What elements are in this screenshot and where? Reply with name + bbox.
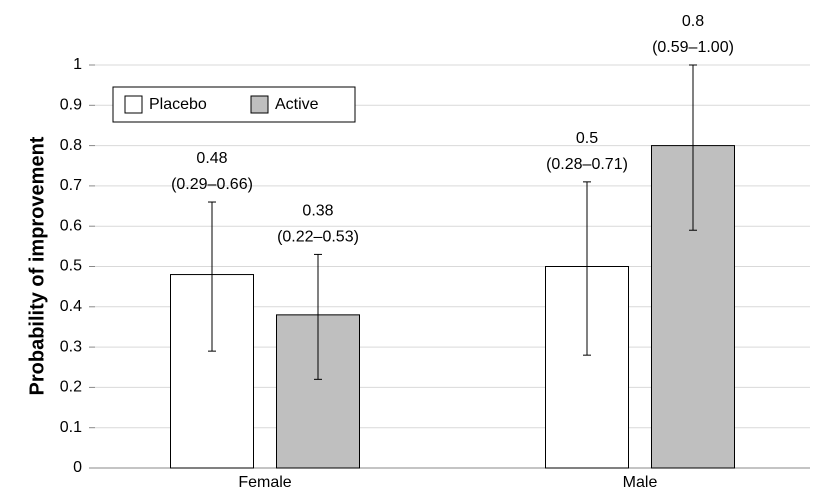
y-tick-label: 0.1 (60, 419, 82, 436)
y-tick-label: 0 (73, 459, 82, 476)
y-tick-label: 0.2 (60, 379, 82, 396)
y-tick-label: 0.4 (60, 298, 82, 315)
y-tick-label: 0.8 (60, 137, 82, 154)
x-tick-label: Male (623, 474, 658, 491)
y-tick-label: 0.6 (60, 217, 82, 234)
legend-swatch (124, 95, 143, 114)
y-tick-label: 0.3 (60, 338, 82, 355)
ci-label: (0.22–0.53) (277, 229, 359, 246)
y-tick-label: 0.7 (60, 177, 82, 194)
data-label: 0.8 (682, 13, 704, 30)
legend-label: Placebo (149, 96, 207, 113)
ci-label: (0.59–1.00) (652, 39, 734, 56)
y-axis-title: Probability of improvement (26, 136, 48, 395)
legend-swatch (250, 95, 269, 114)
legend-label: Active (275, 96, 319, 113)
y-tick-label: 0.9 (60, 97, 82, 114)
data-label: 0.5 (576, 130, 598, 147)
data-label: 0.38 (302, 203, 333, 220)
data-label: 0.48 (196, 150, 227, 167)
ci-label: (0.28–0.71) (546, 156, 628, 173)
y-tick-label: 1 (73, 56, 82, 73)
legend-box (112, 86, 356, 123)
x-tick-label: Female (238, 474, 291, 491)
y-tick-label: 0.5 (60, 258, 82, 275)
ci-label: (0.29–0.66) (171, 176, 253, 193)
